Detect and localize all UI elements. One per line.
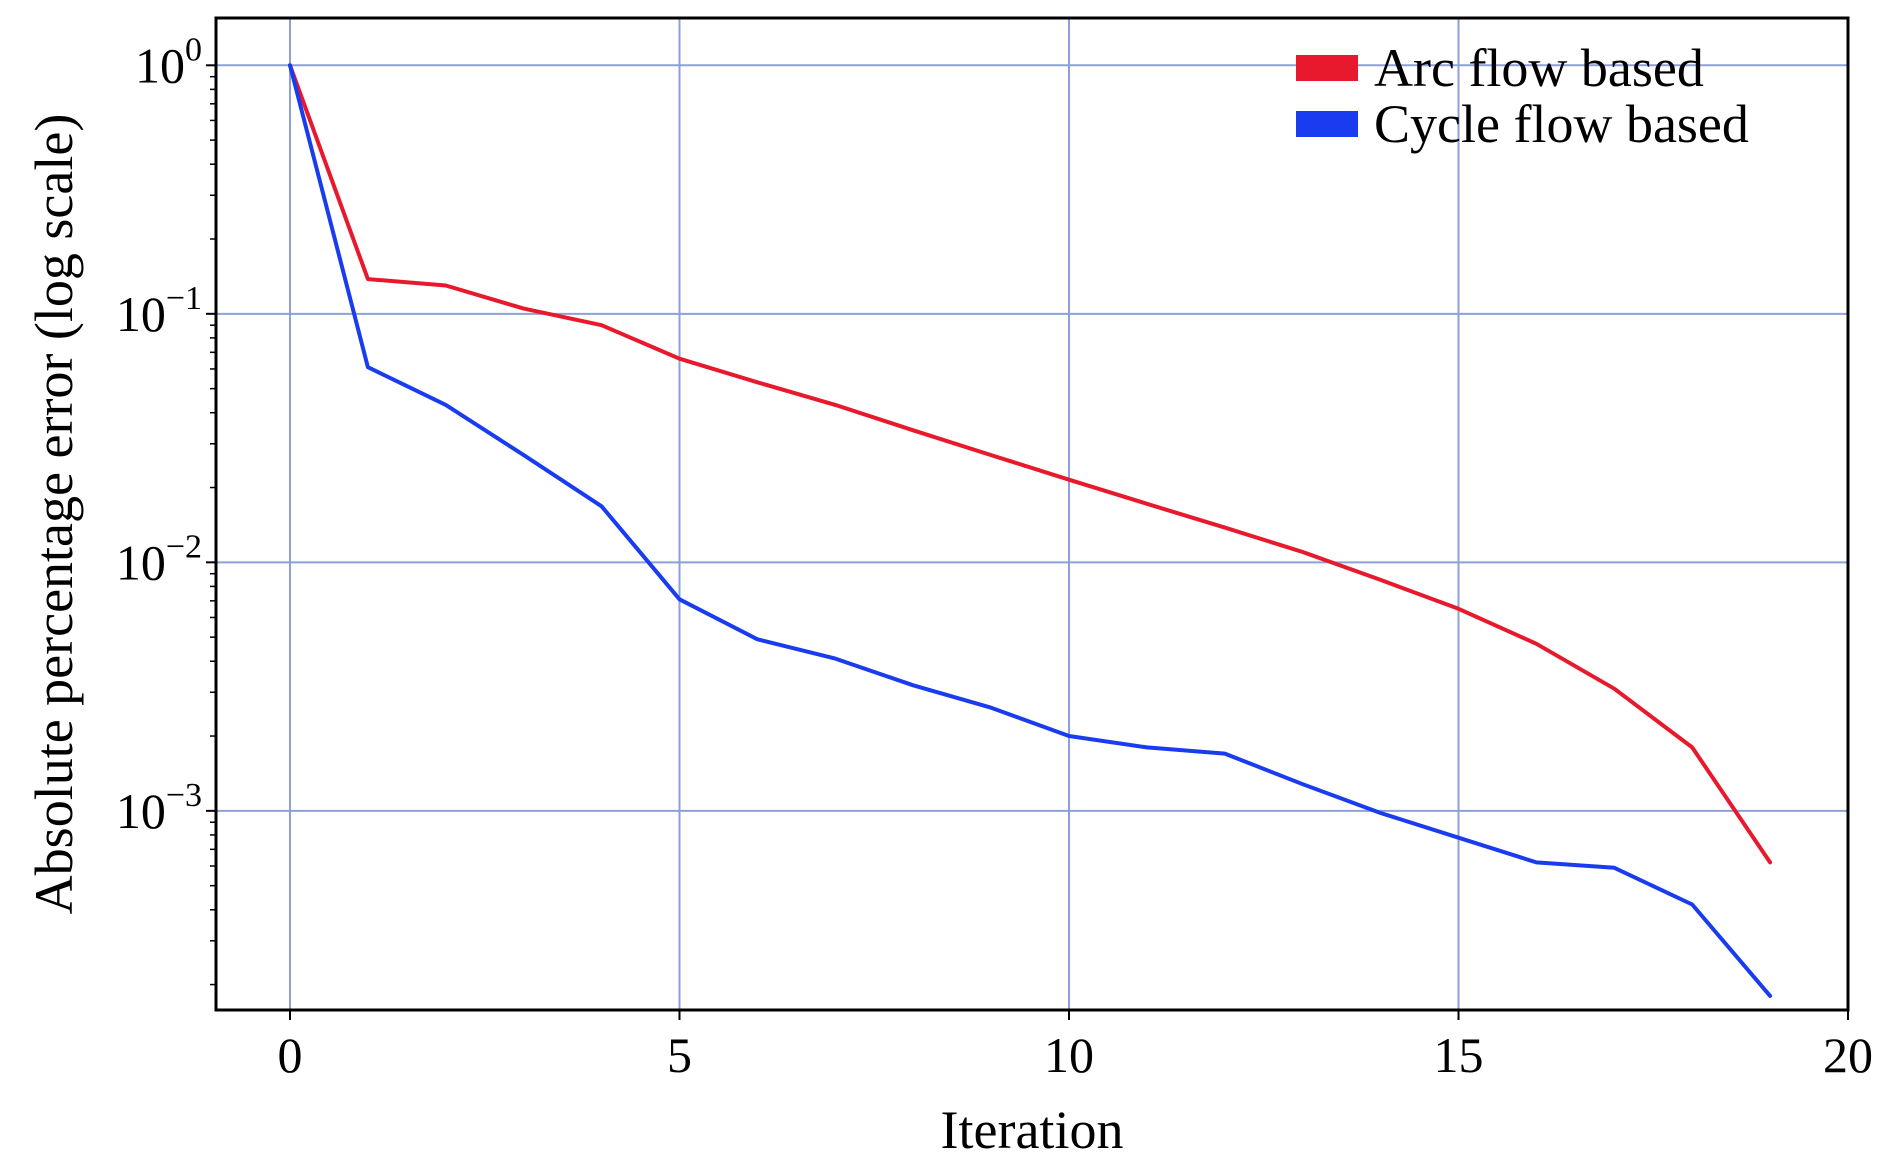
series-lines (288, 63, 1773, 998)
x-tick-label: 5 (667, 1027, 692, 1083)
series-line-cycle-flow-based (288, 63, 1773, 998)
axis-ticks: 0 5 10 15 20 100 10−1 10−2 10−3 (116, 31, 1873, 1083)
legend-swatch-cycle-flow-based (1296, 111, 1358, 137)
grid-lines (216, 18, 1848, 1010)
y-tick-label: 10−3 (116, 777, 202, 839)
x-tick-label: 10 (1044, 1027, 1094, 1083)
series-line-arc-flow-based (288, 63, 1773, 865)
x-tick-label: 20 (1823, 1027, 1873, 1083)
y-tick-label: 10−2 (116, 528, 202, 590)
plot-area-frame (214, 16, 1850, 1012)
legend-label-cycle-flow-based: Cycle flow based (1374, 94, 1749, 154)
legend-label-arc-flow-based: Arc flow based (1374, 38, 1704, 98)
x-tick-label: 15 (1434, 1027, 1484, 1083)
x-axis-title: Iteration (941, 1100, 1124, 1160)
x-tick-label: 0 (278, 1027, 303, 1083)
y-tick-label: 10−1 (116, 280, 202, 342)
y-tick-label: 100 (135, 31, 202, 93)
y-axis-title: Absolute percentage error (log scale) (24, 114, 84, 915)
legend-swatch-arc-flow-based (1296, 55, 1358, 81)
